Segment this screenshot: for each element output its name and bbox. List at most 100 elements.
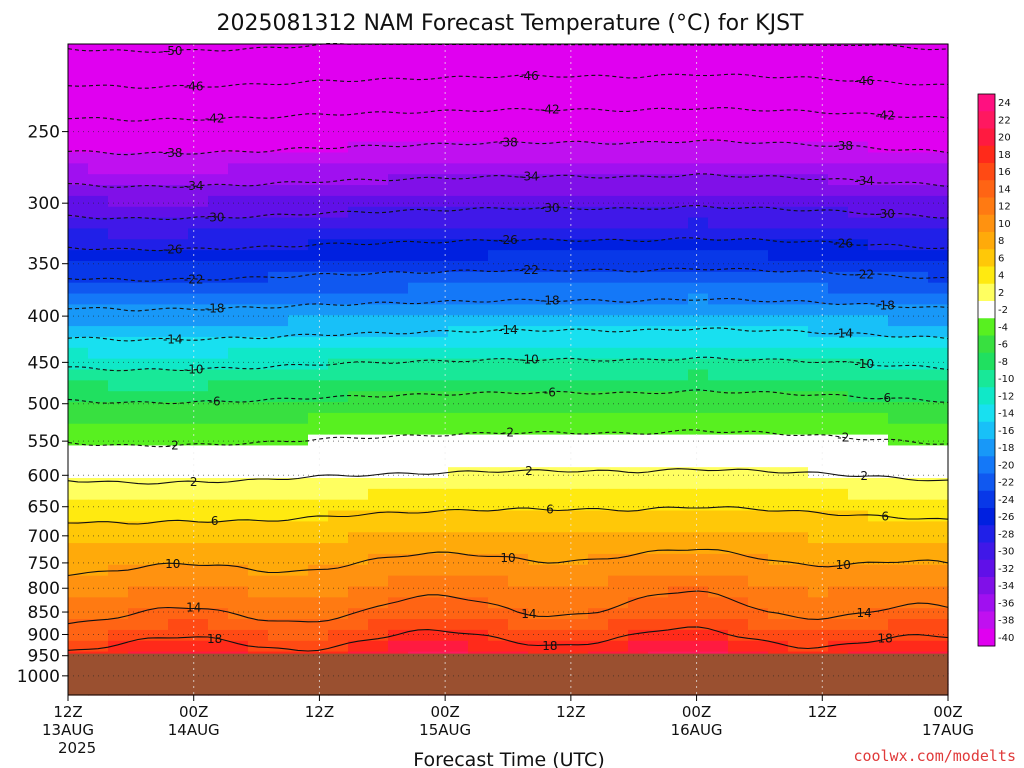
temperature-cell [528, 619, 549, 631]
temperature-cell [228, 87, 249, 99]
temperature-cell [268, 98, 289, 110]
temperature-cell [688, 586, 709, 598]
temperature-cell [368, 163, 389, 175]
isotherm-label: -22 [854, 267, 874, 281]
y-tick-label: 450 [28, 353, 60, 373]
temperature-cell [588, 76, 609, 88]
temperature-cell [888, 380, 909, 392]
temperature-cell [828, 261, 849, 273]
temperature-cell [108, 445, 129, 457]
temperature-cell [928, 619, 949, 631]
temperature-cell [428, 521, 449, 533]
isotherm-label: -30 [540, 201, 560, 215]
temperature-cell [268, 65, 289, 78]
temperature-cell [588, 456, 609, 468]
temperature-cell [888, 586, 909, 598]
temperature-cell [748, 315, 769, 327]
temperature-cell [708, 412, 729, 425]
temperature-cell [928, 119, 949, 132]
temperature-cell [388, 130, 409, 143]
temperature-cell [128, 261, 149, 273]
temperature-cell [188, 326, 209, 338]
colorbar-label: -6 [998, 340, 1008, 351]
temperature-cell [368, 185, 389, 197]
temperature-cell [268, 163, 289, 175]
temperature-cell [908, 553, 929, 566]
temperature-cell [228, 228, 249, 240]
temperature-cell [468, 456, 489, 468]
temperature-cell [688, 239, 709, 251]
temperature-cell [228, 326, 249, 338]
temperature-cell [88, 521, 109, 533]
temperature-cell [488, 619, 509, 631]
temperature-cell [348, 380, 369, 392]
temperature-cell [888, 640, 909, 653]
temperature-cell [248, 130, 269, 143]
temperature-cell [68, 206, 89, 219]
temperature-cell [768, 206, 789, 219]
temperature-cell [708, 488, 729, 501]
temperature-cell [428, 109, 449, 121]
temperature-cell [788, 467, 809, 479]
temperature-cell [508, 304, 529, 316]
temperature-cell [408, 358, 429, 371]
temperature-cell [508, 65, 529, 78]
temperature-cell [108, 228, 129, 240]
colorbar-label: -30 [998, 547, 1014, 558]
temperature-cell [768, 391, 789, 403]
temperature-cell [188, 629, 209, 642]
temperature-cell [408, 239, 429, 251]
temperature-cell [708, 608, 729, 620]
temperature-cell [328, 304, 349, 316]
temperature-cell [328, 532, 349, 544]
temperature-cell [648, 195, 669, 208]
temperature-cell [448, 44, 469, 56]
temperature-cell [468, 239, 489, 251]
temperature-cell [888, 195, 909, 208]
x-tick-date-label: 15AUG [419, 721, 471, 739]
temperature-cell [128, 141, 149, 154]
temperature-cell [228, 564, 249, 577]
temperature-cell [168, 217, 189, 230]
temperature-cell [708, 456, 729, 468]
temperature-cell [348, 423, 369, 436]
temperature-cell [308, 380, 329, 392]
temperature-cell [428, 619, 449, 631]
temperature-cell [628, 521, 649, 533]
temperature-cell [188, 217, 209, 230]
temperature-cell [328, 54, 349, 67]
temperature-cell [848, 619, 869, 631]
temperature-cell [448, 130, 469, 143]
temperature-cell [408, 152, 429, 164]
temperature-cell [908, 326, 929, 338]
temperature-cell [288, 336, 309, 349]
temperature-cell [668, 87, 689, 99]
temperature-cell [68, 380, 89, 392]
temperature-cell [408, 98, 429, 110]
temperature-cell [708, 315, 729, 327]
temperature-cell [168, 488, 189, 501]
temperature-cell [668, 174, 689, 186]
temperature-cell [368, 369, 389, 381]
temperature-cell [828, 478, 849, 490]
temperature-cell [588, 575, 609, 588]
temperature-cell [448, 271, 469, 284]
temperature-cell [728, 65, 749, 78]
temperature-cell [928, 76, 949, 88]
temperature-cell [588, 608, 609, 620]
temperature-cell [108, 575, 129, 588]
temperature-cell [468, 543, 489, 555]
temperature-cell [288, 619, 309, 631]
temperature-cell [188, 499, 209, 512]
isotherm-label: -18 [875, 298, 895, 312]
temperature-cell [708, 336, 729, 349]
temperature-cell [508, 98, 529, 110]
temperature-cell [908, 65, 929, 78]
temperature-cell [468, 597, 489, 609]
temperature-cell [88, 369, 109, 381]
temperature-cell [188, 456, 209, 468]
colorbar-swatch [978, 525, 995, 543]
temperature-cell [68, 347, 89, 360]
temperature-cell [628, 98, 649, 110]
temperature-cell [768, 434, 789, 447]
